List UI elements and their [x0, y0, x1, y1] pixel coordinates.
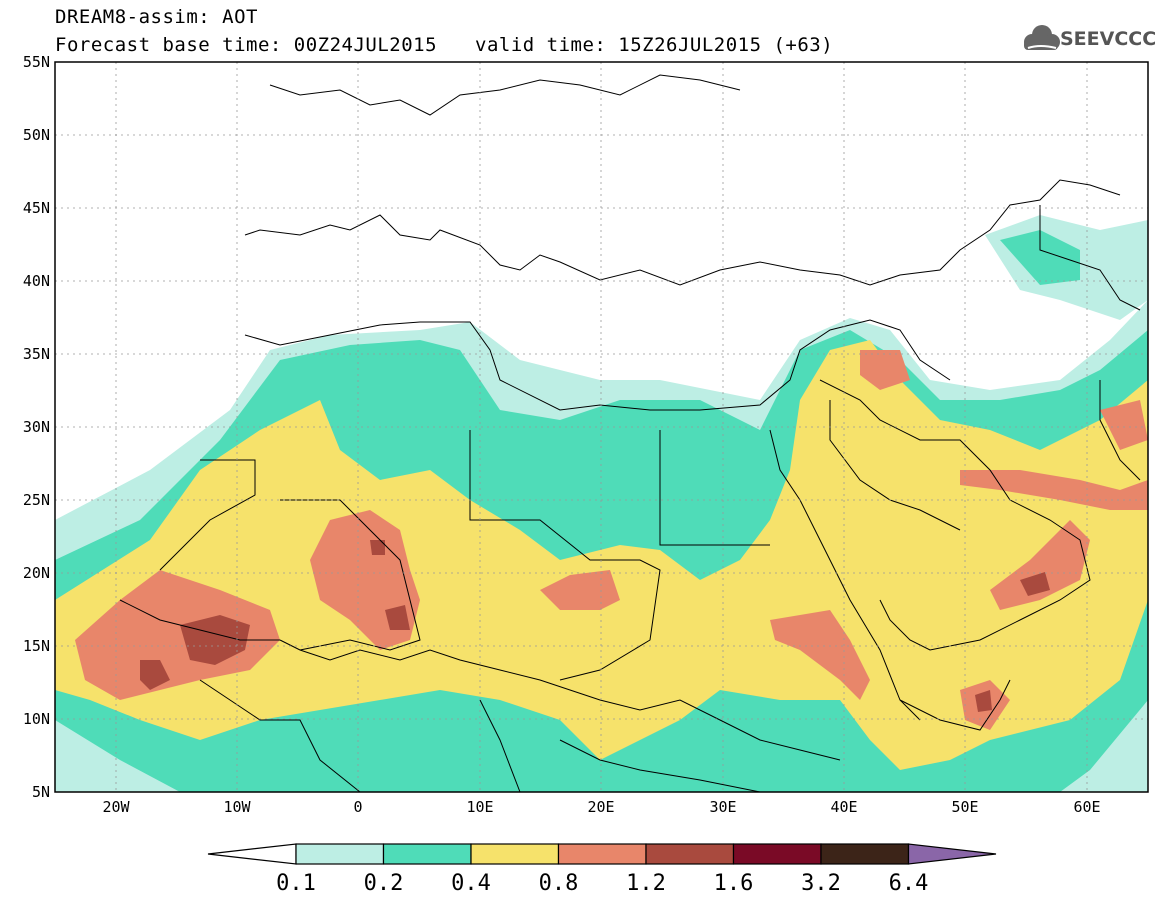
colorbar-swatch	[382, 843, 472, 865]
valid-time: valid time: 15Z26JUL2015 (+63)	[475, 34, 834, 56]
colorbar-swatch	[557, 843, 647, 865]
model-title: DREAM8-assim: AOT	[55, 6, 258, 28]
lat-label: 10N	[23, 710, 50, 728]
lat-label: 20N	[23, 564, 50, 582]
lon-label: 10W	[223, 798, 251, 816]
colorbar-swatch	[645, 843, 735, 865]
colorbar-swatch	[732, 843, 822, 865]
colorbar-under-swatch	[207, 843, 297, 865]
lat-label: 40N	[23, 272, 50, 290]
logo-text: SEEVCCC	[1060, 28, 1157, 50]
colorbar-label: 0.1	[276, 871, 316, 896]
colorbar-label: 0.8	[539, 871, 579, 896]
lat-label: 30N	[23, 418, 50, 436]
forecast-base-time: Forecast base time: 00Z24JUL2015	[55, 34, 438, 56]
cloud-icon	[1024, 25, 1060, 50]
colorbar-label: 3.2	[801, 871, 841, 896]
map-frame	[54, 61, 1149, 793]
colorbar-label: 1.2	[626, 871, 666, 896]
colorbar-swatches	[207, 843, 997, 865]
lat-label: 45N	[23, 199, 50, 217]
colorbar-label: 0.4	[451, 871, 491, 896]
lat-label: 55N	[23, 53, 50, 71]
lat-label: 25N	[23, 491, 50, 509]
lat-label: 35N	[23, 345, 50, 363]
colorbar-over-swatch	[907, 843, 997, 865]
lat-labels: 55N 50N 45N 40N 35N 30N 25N 20N 15N 10N …	[23, 53, 50, 801]
lon-label: 50E	[951, 798, 978, 816]
lon-label: 60E	[1073, 798, 1100, 816]
aot-map: 55N 50N 45N 40N 35N 30N 25N 20N 15N 10N …	[23, 53, 1149, 816]
lon-label: 30E	[709, 798, 736, 816]
lat-label: 15N	[23, 637, 50, 655]
colorbar-swatch	[820, 843, 910, 865]
lat-label: 50N	[23, 126, 50, 144]
country-borders	[119, 74, 1141, 792]
lon-label: 20E	[587, 798, 614, 816]
colorbar-legend: 0.1 0.2 0.4 0.8 1.2 1.6 3.2 6.4	[207, 843, 997, 896]
colorbar-label: 0.2	[364, 871, 404, 896]
lon-label: 0	[353, 798, 362, 816]
grid-lines	[55, 62, 1148, 792]
lon-label: 10E	[466, 798, 493, 816]
lat-label: 5N	[32, 783, 50, 801]
lon-label: 20W	[102, 798, 130, 816]
colorbar-label: 6.4	[889, 871, 929, 896]
lon-labels: 20W 10W 0 10E 20E 30E 40E 50E 60E	[102, 798, 1100, 816]
colorbar-labels: 0.1 0.2 0.4 0.8 1.2 1.6 3.2 6.4	[276, 871, 928, 896]
colorbar-label: 1.6	[714, 871, 754, 896]
colorbar-swatch	[470, 843, 560, 865]
colorbar-swatch	[295, 843, 385, 865]
lon-label: 40E	[830, 798, 857, 816]
